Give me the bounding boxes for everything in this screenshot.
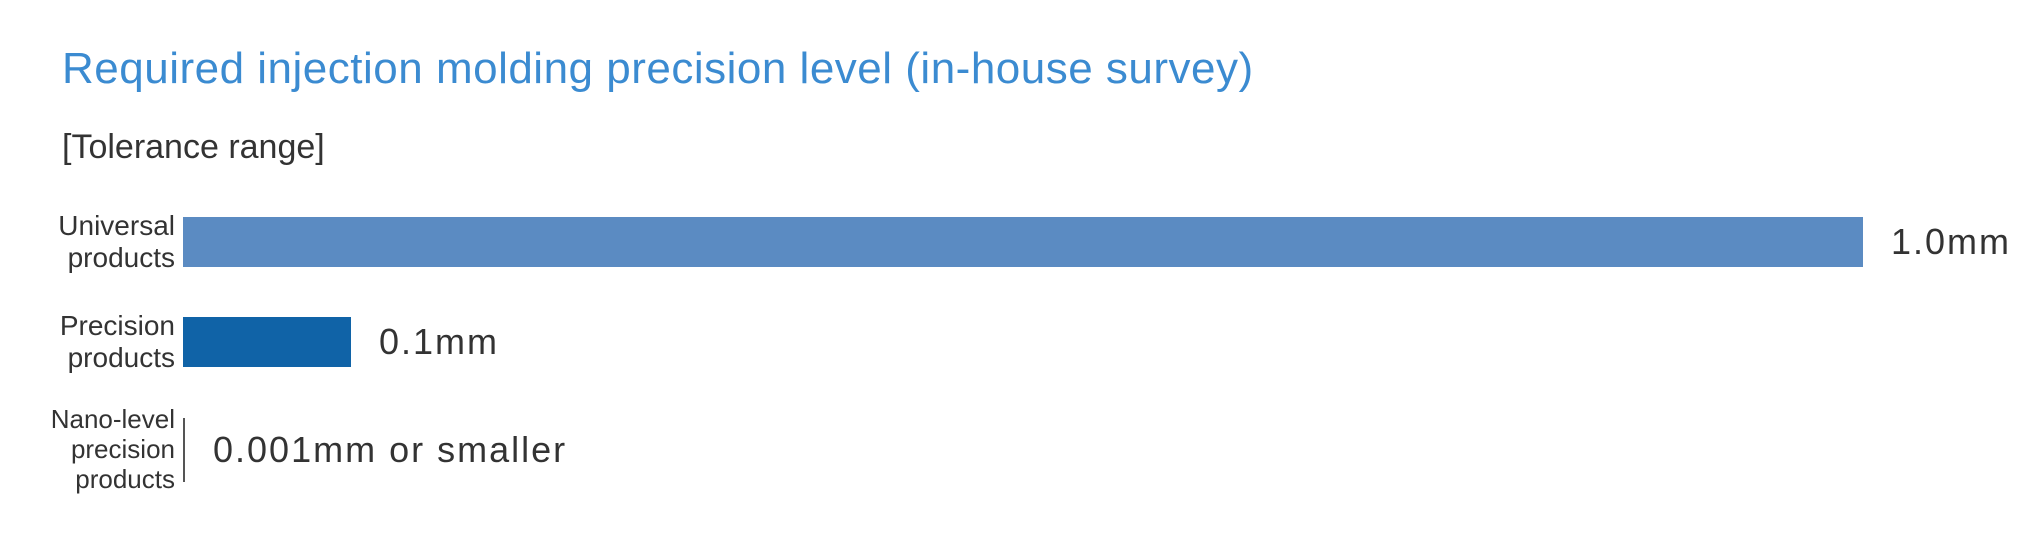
bar-precision — [183, 317, 351, 367]
chart-subtitle: [Tolerance range] — [62, 128, 325, 167]
bar-row-precision: Precisionproducts 0.1mm — [0, 310, 2024, 374]
value-label: 1.0mm — [1891, 221, 2011, 263]
value-label: 0.001mm or smaller — [213, 429, 567, 471]
bar-track: 0.1mm — [183, 317, 499, 367]
row-label: Universalproducts — [0, 210, 183, 274]
bar-row-universal: Universalproducts 1.0mm — [0, 210, 2024, 274]
bar-nano-tick — [183, 418, 185, 482]
chart-container: Required injection molding precision lev… — [0, 0, 2024, 540]
row-label: Nano-levelprecisionproducts — [0, 405, 183, 495]
chart-title: Required injection molding precision lev… — [62, 44, 1254, 94]
value-label: 0.1mm — [379, 321, 499, 363]
row-label: Precisionproducts — [0, 310, 183, 374]
bar-row-nano: Nano-levelprecisionproducts 0.001mm or s… — [0, 410, 2024, 490]
bar-track: 0.001mm or smaller — [183, 418, 567, 482]
bar-track: 1.0mm — [183, 217, 2011, 267]
bar-universal — [183, 217, 1863, 267]
